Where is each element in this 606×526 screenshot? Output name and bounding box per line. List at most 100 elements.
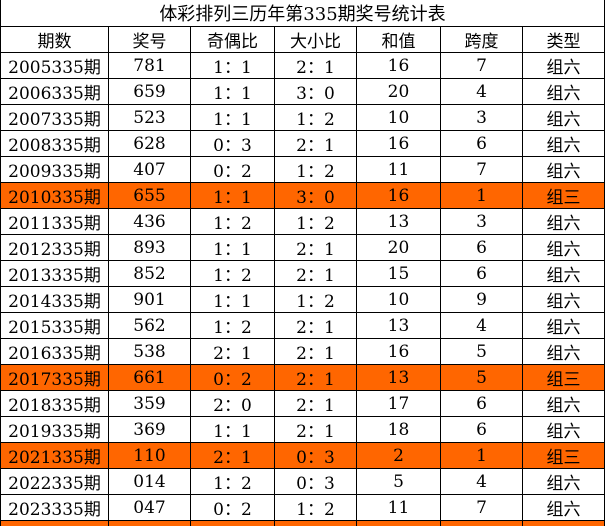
- cell-number: 047: [108, 494, 191, 521]
- cell-type: 组六: [522, 390, 605, 417]
- cell-period: 2012335期: [0, 234, 109, 261]
- table-row: 2016335期 538 2：1 2：1 16 5 组六: [0, 338, 605, 365]
- cell-period: 2023335期: [0, 494, 109, 521]
- table-row: 2014335期 901 1：1 1：2 10 9 组六: [0, 286, 605, 313]
- cell-period: 2022335期: [0, 468, 109, 495]
- cell-type: 组三: [522, 442, 605, 469]
- cell-span: 4: [440, 78, 523, 105]
- cell-period: 2021335期: [0, 442, 109, 469]
- cell-span: 1: [440, 442, 523, 469]
- cell-big-small-ratio: 2：1: [274, 52, 357, 79]
- cell-span: 7: [440, 52, 523, 79]
- table-row: 2008335期 628 0：3 2：1 16 6 组六: [0, 130, 605, 157]
- cell-period: 2006335期: [0, 78, 109, 105]
- cell-sum: 11: [356, 156, 441, 183]
- cell-period: 2016335期: [0, 338, 109, 365]
- header-big-small-ratio: 大小比: [274, 26, 357, 53]
- cell-period: 2024335期: [0, 520, 109, 526]
- cell-type: 组六: [522, 494, 605, 521]
- cell-period: 2010335期: [0, 182, 109, 209]
- cell-sum: 17: [356, 390, 441, 417]
- cell-type: 组六: [522, 416, 605, 443]
- cell-number: 523: [108, 104, 191, 131]
- cell-type: 组三: [522, 364, 605, 391]
- cell-sum: 18: [356, 416, 441, 443]
- cell-number: 014: [108, 468, 191, 495]
- cell-odd-even-ratio: 2：1: [190, 442, 275, 469]
- cell-sum: 11: [356, 494, 441, 521]
- cell-odd-even-ratio: 1：1: [190, 416, 275, 443]
- table-row: 2011335期 436 1：2 1：2 13 3 组六: [0, 208, 605, 235]
- cell-span: 9: [440, 286, 523, 313]
- cell-odd-even-ratio: 2：1: [190, 338, 275, 365]
- table-row: 2006335期 659 1：1 3：0 20 4 组六: [0, 78, 605, 105]
- cell-number: 661: [108, 364, 191, 391]
- cell-big-small-ratio: 2：1: [274, 234, 357, 261]
- cell-span: 6: [440, 234, 523, 261]
- table-row: 2012335期 893 1：1 2：1 20 6 组六: [0, 234, 605, 261]
- cell-big-small-ratio: 3：0: [274, 182, 357, 209]
- table-row: 2005335期 781 1：1 2：1 16 7 组六: [0, 52, 605, 79]
- cell-odd-even-ratio: 1：1: [190, 520, 275, 526]
- table-row: 2010335期 655 1：1 3：0 16 1 组三: [0, 182, 605, 209]
- header-span: 跨度: [440, 26, 523, 53]
- cell-span: 6: [440, 390, 523, 417]
- cell-span: 5: [440, 520, 523, 526]
- cell-span: 4: [440, 312, 523, 339]
- cell-number: 359: [108, 390, 191, 417]
- cell-type: 组六: [522, 260, 605, 287]
- cell-number: 659: [108, 78, 191, 105]
- cell-span: 5: [440, 364, 523, 391]
- cell-span: 5: [440, 338, 523, 365]
- cell-big-small-ratio: 2：1: [274, 520, 357, 526]
- cell-odd-even-ratio: 1：2: [190, 260, 275, 287]
- cell-big-small-ratio: 0：3: [274, 468, 357, 495]
- cell-big-small-ratio: 1：2: [274, 156, 357, 183]
- cell-sum: 16: [356, 182, 441, 209]
- cell-type: 组三: [522, 182, 605, 209]
- cell-span: 3: [440, 208, 523, 235]
- cell-type: 组三: [522, 520, 605, 526]
- cell-odd-even-ratio: 2：0: [190, 390, 275, 417]
- cell-span: 6: [440, 260, 523, 287]
- cell-odd-even-ratio: 1：1: [190, 104, 275, 131]
- cell-odd-even-ratio: 1：1: [190, 78, 275, 105]
- header-period: 期数: [0, 26, 109, 53]
- cell-sum: 20: [356, 78, 441, 105]
- cell-big-small-ratio: 2：1: [274, 312, 357, 339]
- cell-number: 436: [108, 208, 191, 235]
- cell-odd-even-ratio: 1：1: [190, 52, 275, 79]
- cell-odd-even-ratio: 1：2: [190, 208, 275, 235]
- cell-big-small-ratio: 2：1: [274, 338, 357, 365]
- header-odd-even-ratio: 奇偶比: [190, 26, 275, 53]
- cell-number: 369: [108, 416, 191, 443]
- header-number: 奖号: [108, 26, 191, 53]
- cell-big-small-ratio: 1：2: [274, 208, 357, 235]
- cell-big-small-ratio: 2：1: [274, 416, 357, 443]
- header-type: 类型: [522, 26, 605, 53]
- table-row: 2018335期 359 2：0 2：1 17 6 组六: [0, 390, 605, 417]
- header-row: 期数 奖号 奇偶比 大小比 和值 跨度 类型: [0, 26, 605, 53]
- table-row: 2013335期 852 1：2 2：1 15 6 组六: [0, 260, 605, 287]
- cell-big-small-ratio: 0：3: [274, 442, 357, 469]
- cell-big-small-ratio: 1：2: [274, 494, 357, 521]
- cell-number: 538: [108, 338, 191, 365]
- table-row: 2007335期 523 1：1 1：2 10 3 组六: [0, 104, 605, 131]
- cell-odd-even-ratio: 0：2: [190, 494, 275, 521]
- table-row: 2017335期 661 0：2 2：1 13 5 组三: [0, 364, 605, 391]
- cell-span: 7: [440, 494, 523, 521]
- cell-span: 1: [440, 182, 523, 209]
- cell-type: 组六: [522, 312, 605, 339]
- table-row: 2015335期 562 1：2 2：1 13 4 组六: [0, 312, 605, 339]
- cell-sum: 5: [356, 468, 441, 495]
- table-row: 2024335期4991：12：1225组三: [0, 520, 605, 526]
- cell-odd-even-ratio: 1：1: [190, 234, 275, 261]
- cell-odd-even-ratio: 1：2: [190, 312, 275, 339]
- cell-number: 628: [108, 130, 191, 157]
- cell-period: 2017335期: [0, 364, 109, 391]
- cell-type: 组六: [522, 156, 605, 183]
- cell-odd-even-ratio: 0：2: [190, 364, 275, 391]
- cell-type: 组六: [522, 78, 605, 105]
